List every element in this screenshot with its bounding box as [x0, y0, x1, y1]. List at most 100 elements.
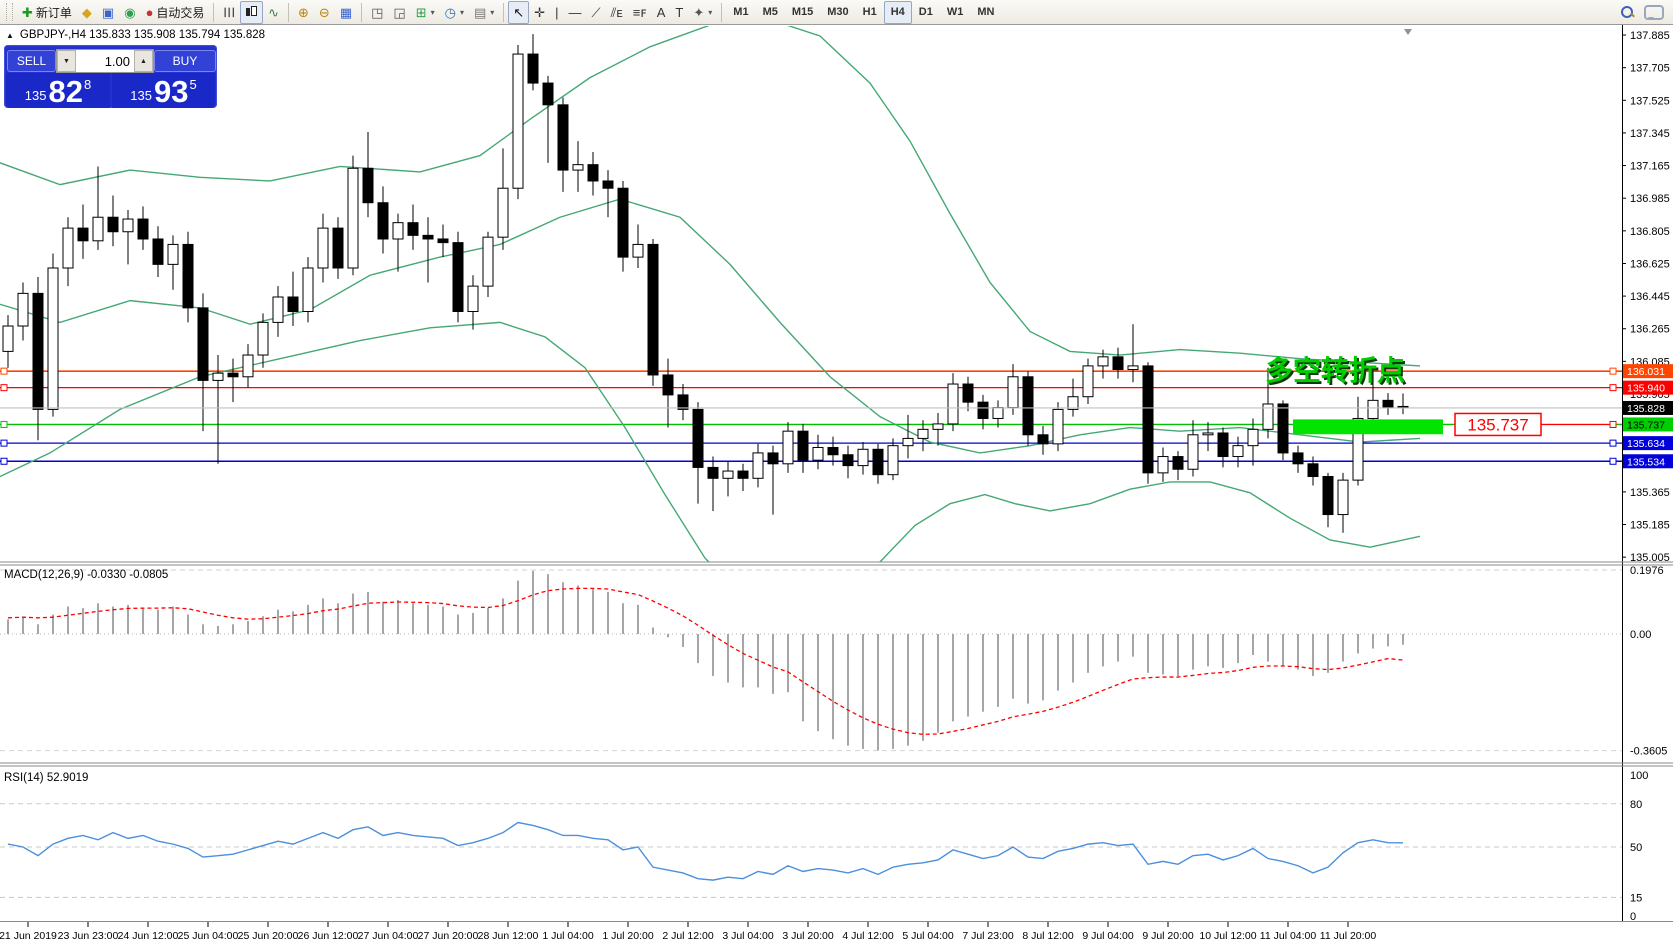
- bearish-candle: [77, 227, 89, 242]
- chart-shift-marker[interactable]: [1404, 29, 1412, 35]
- signals-button[interactable]: ◉: [119, 1, 140, 24]
- bar-chart-button[interactable]: ☰: [218, 1, 240, 24]
- bullish-candle: [1352, 417, 1364, 481]
- text-label-button[interactable]: T: [670, 1, 688, 24]
- volume-increase-button[interactable]: ▲: [134, 50, 153, 72]
- auto-arrange-button[interactable]: ◳: [366, 1, 388, 24]
- line-chart-button[interactable]: ∿: [263, 1, 284, 24]
- time-tick-label: 27 Jun 04:00: [358, 930, 419, 942]
- broadcast-icon: ◉: [124, 4, 136, 20]
- bullish-candle: [497, 187, 509, 238]
- bullish-candle: [1337, 479, 1349, 516]
- search-button[interactable]: [1615, 1, 1639, 24]
- cursor-button[interactable]: ↖: [508, 0, 530, 24]
- line-anchor-handle[interactable]: [1609, 367, 1617, 375]
- cascade-button[interactable]: ◲: [388, 1, 410, 24]
- price-callout-box[interactable]: [1454, 412, 1542, 437]
- price-callout-text: 135.737: [1467, 415, 1528, 434]
- timeframe-h4-button[interactable]: H4: [883, 0, 912, 24]
- toolbar-separator: [721, 2, 723, 22]
- volume-input[interactable]: [76, 50, 134, 72]
- bearish-candle: [227, 372, 239, 378]
- bullish-candle: [347, 167, 359, 269]
- add-indicator-button[interactable]: ⊞ ▾: [411, 1, 440, 24]
- buy-price[interactable]: 135 93 5: [112, 73, 215, 108]
- timeframe-mn-button[interactable]: MN: [977, 6, 995, 18]
- line-anchor-handle[interactable]: [1609, 384, 1617, 392]
- bearish-candle: [362, 167, 374, 204]
- turning-point-annotation[interactable]: 多空转折点: [1265, 354, 1405, 386]
- bearish-candle: [602, 180, 614, 189]
- chat-button[interactable]: [1639, 1, 1669, 24]
- collapse-panel-icon[interactable]: ▲: [6, 30, 14, 40]
- bearish-candle: [1382, 399, 1394, 409]
- bullish-candle: [887, 445, 899, 476]
- trendline-button[interactable]: ⟋: [587, 1, 606, 24]
- line-anchor-handle[interactable]: [1609, 439, 1617, 447]
- channel-icon: ⫽ᴇ: [610, 4, 623, 20]
- bullish-candle: [917, 428, 929, 439]
- bar-chart-icon: ☰: [221, 6, 237, 18]
- buy-button[interactable]: BUY: [154, 50, 216, 72]
- autotrading-button-label: 自动交易: [156, 5, 205, 20]
- fibonacci-button[interactable]: ≡ꜰ: [628, 1, 652, 24]
- chart-arrange-icon: ◳: [371, 4, 384, 20]
- price-tag: [1623, 400, 1673, 415]
- price-tick-label: 136.625: [1630, 258, 1670, 270]
- volume-decrease-button[interactable]: ▼: [57, 50, 76, 72]
- rsi-pane[interactable]: [0, 803, 1622, 898]
- vline-icon: |: [555, 4, 559, 20]
- channel-button[interactable]: ⫽ᴇ: [606, 1, 628, 24]
- timeframe-m15-button[interactable]: M15: [791, 6, 814, 18]
- bullish-candle: [92, 216, 104, 242]
- autotrading-button[interactable]: ● 自动交易: [141, 1, 210, 24]
- vertical-line-button[interactable]: |: [550, 1, 563, 24]
- chart-window-button[interactable]: ◆: [77, 1, 97, 24]
- bullish-candle: [1007, 376, 1019, 409]
- bearish-candle: [1112, 356, 1124, 371]
- macd-pane[interactable]: [0, 569, 1622, 752]
- crosshair-icon: ✛: [534, 4, 546, 20]
- data-window-button[interactable]: ▣: [97, 1, 119, 24]
- crosshair-button[interactable]: ✛: [529, 1, 550, 24]
- line-anchor-handle[interactable]: [0, 457, 8, 465]
- rsi-indicator-label: RSI(14) 52.9019: [4, 772, 88, 784]
- bullish-candle: [1157, 456, 1169, 474]
- timeframe-h1-button[interactable]: H1: [862, 6, 877, 18]
- arrows-button[interactable]: ✦ ▾: [688, 1, 717, 24]
- clock-icon: ◷: [444, 4, 456, 20]
- sell-price[interactable]: 135 82 8: [6, 73, 110, 108]
- new-order-button[interactable]: ✚ 新订单: [17, 1, 77, 24]
- zoom-out-button[interactable]: ⊖: [314, 1, 335, 24]
- bullish-candle: [62, 227, 74, 269]
- candlestick-chart-button[interactable]: [240, 0, 264, 24]
- bullish-candle: [932, 423, 944, 430]
- line-anchor-handle[interactable]: [1609, 457, 1617, 465]
- sell-button[interactable]: SELL: [7, 50, 56, 72]
- bullish-candle: [722, 470, 734, 479]
- tile-windows-button[interactable]: ▦: [335, 1, 357, 24]
- chart-cascade-icon: ◲: [393, 4, 406, 20]
- timeframe-d1-button[interactable]: D1: [918, 6, 933, 18]
- zoom-in-button[interactable]: ⊕: [293, 1, 314, 24]
- bearish-candle: [197, 307, 209, 381]
- periods-button[interactable]: ◷ ▾: [440, 1, 469, 24]
- bullish-candle: [17, 292, 29, 327]
- timeframe-m30-button[interactable]: M30: [827, 6, 849, 18]
- callout-anchor[interactable]: [1609, 420, 1617, 428]
- timeframe-w1-button[interactable]: W1: [946, 6, 964, 18]
- line-anchor-handle[interactable]: [0, 367, 8, 375]
- bearish-candle: [1307, 463, 1319, 477]
- timeframe-m1-button[interactable]: M1: [733, 6, 749, 18]
- templates-button[interactable]: ▤ ▾: [469, 1, 499, 24]
- sell-price-point: 8: [83, 77, 92, 92]
- line-anchor-handle[interactable]: [0, 439, 8, 447]
- horizontal-line-button[interactable]: —: [564, 1, 587, 24]
- text-button[interactable]: A: [652, 1, 671, 24]
- timeframe-m5-button[interactable]: M5: [762, 6, 778, 18]
- support-zone-rectangle[interactable]: [1293, 419, 1443, 435]
- line-anchor-handle[interactable]: [0, 420, 8, 428]
- line-anchor-handle[interactable]: [0, 384, 8, 392]
